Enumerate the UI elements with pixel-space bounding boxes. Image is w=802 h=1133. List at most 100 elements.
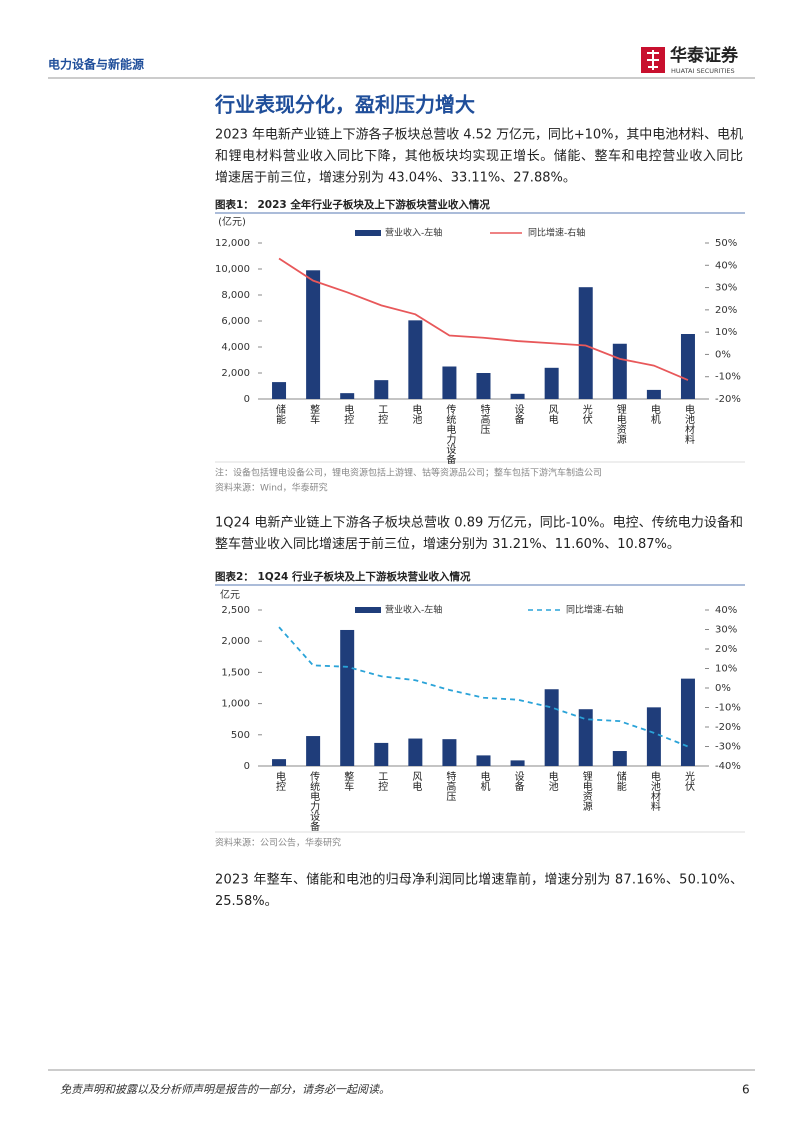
y2-tick-label: -10% <box>715 703 741 714</box>
x-tick-label: 电池材料 <box>648 770 660 812</box>
y-tick-label: 2,500 <box>221 605 250 616</box>
line-series <box>278 257 689 381</box>
y-tick-label: 2,000 <box>221 636 250 647</box>
y2-tick-label: 20% <box>715 305 737 316</box>
page-number: 6 <box>742 1083 750 1097</box>
x-tick-label: 光伏 <box>580 403 592 425</box>
x-tick-label: 设备 <box>512 404 524 425</box>
x-tick-label: 设备 <box>512 771 524 792</box>
legend-label: 营业收入-左轴 <box>385 227 442 239</box>
y2-tick-label: -40% <box>715 761 741 772</box>
y2-tick-label: 10% <box>715 327 737 338</box>
bar <box>544 367 559 399</box>
x-tick-label: 风电 <box>410 771 422 791</box>
bar <box>374 380 389 399</box>
bar <box>476 755 491 766</box>
x-tick-label: 特高压 <box>444 771 456 802</box>
logo-en: HUATAI SECURITIES <box>671 67 735 75</box>
bar <box>646 389 661 399</box>
y2-tick-label: 30% <box>715 625 737 636</box>
bar <box>408 320 423 399</box>
bar <box>510 393 525 399</box>
x-tick-label: 风电 <box>546 404 558 424</box>
paragraph-line: 2023 年整车、储能和电池的归母净利润同比增速靠前，增速分别为 87.16%、… <box>215 872 743 888</box>
y-tick-label: 12,000 <box>215 238 250 249</box>
bar <box>408 738 423 766</box>
x-tick-label: 锂电资源 <box>580 771 592 812</box>
y2-tick-label: 0% <box>715 349 731 360</box>
legend-label: 同比增速-右轴 <box>528 227 585 239</box>
bar <box>340 393 355 399</box>
bar <box>612 751 627 766</box>
bar <box>544 689 559 766</box>
y-tick-label: 500 <box>231 730 250 741</box>
x-tick-label: 锂电资源 <box>614 404 626 445</box>
y2-tick-label: 10% <box>715 664 737 675</box>
y-tick-label: 6,000 <box>221 316 250 327</box>
y2-tick-label: -20% <box>715 394 741 405</box>
x-tick-label: 特高压 <box>478 404 490 435</box>
x-tick-label: 电池材料 <box>682 403 694 445</box>
x-tick-label: 电机 <box>478 770 490 792</box>
paragraph-line: 整车营业收入同比增速居于前三位，增速分别为 31.21%、11.60%、10.8… <box>215 536 680 552</box>
y2-tick-label: 40% <box>715 260 737 271</box>
x-tick-label: 电控 <box>274 770 286 792</box>
x-tick-label: 电池 <box>410 403 422 424</box>
figure-caption: 图表2： 1Q24 行业子板块及上下游板块营业收入情况 <box>215 570 471 583</box>
y2-tick-label: 20% <box>715 644 737 655</box>
paragraph-line: 增速居于前三位，增速分别为 43.04%、33.11%、27.88%。 <box>215 170 576 186</box>
y-tick-label: 0 <box>244 394 250 405</box>
figure-note: 注：设备包括锂电设备公司，锂电资源包括上游锂、钴等资源品公司；整车包括下游汽车制… <box>215 467 602 479</box>
x-tick-label: 传统电力设备 <box>308 771 320 832</box>
y-tick-label: 4,000 <box>221 342 250 353</box>
x-tick-label: 传统电力设备 <box>444 404 456 465</box>
bar <box>680 678 695 766</box>
y2-tick-label: -20% <box>715 722 741 733</box>
x-tick-label: 整车 <box>342 770 354 792</box>
y2-tick-label: -10% <box>715 372 741 383</box>
x-tick-label: 工控 <box>376 771 388 792</box>
paragraph-line: 1Q24 电新产业链上下游各子板块总营收 0.89 万亿元，同比-10%。电控、… <box>215 515 743 531</box>
bar <box>680 334 695 399</box>
y2-tick-label: 50% <box>715 238 737 249</box>
legend-label: 营业收入-左轴 <box>385 604 442 616</box>
x-tick-label: 工控 <box>376 404 388 425</box>
bar <box>612 343 627 399</box>
x-tick-label: 电控 <box>342 403 354 425</box>
bar <box>306 270 321 399</box>
y-tick-label: 2,000 <box>221 368 250 379</box>
bar <box>510 760 525 766</box>
figure-source: 资料来源：Wind，华泰研究 <box>215 482 328 494</box>
paragraph-line: 25.58%。 <box>215 894 278 909</box>
y-tick-label: 0 <box>244 761 250 772</box>
bar <box>272 382 287 399</box>
y2-tick-label: 40% <box>715 605 737 616</box>
y-axis-label: 亿元 <box>220 588 240 601</box>
bar <box>646 707 661 766</box>
y-tick-label: 10,000 <box>215 264 250 275</box>
legend-swatch <box>355 607 381 613</box>
y2-tick-label: 30% <box>715 283 737 294</box>
y-tick-label: 8,000 <box>221 290 250 301</box>
footer-disclaimer: 免责声明和披露以及分析师声明是报告的一部分，请务必一起阅读。 <box>60 1083 390 1096</box>
bar <box>340 629 355 766</box>
bar <box>578 287 593 399</box>
y2-tick-label: 0% <box>715 683 731 694</box>
y-tick-label: 1,500 <box>221 667 250 678</box>
bar <box>578 709 593 766</box>
bar <box>442 739 457 766</box>
figure-caption: 图表1： 2023 全年行业子板块及上下游板块营业收入情况 <box>215 198 490 211</box>
x-tick-label: 整车 <box>308 403 320 425</box>
bar <box>374 742 389 766</box>
x-tick-label: 储能 <box>274 403 286 425</box>
x-tick-label: 电机 <box>648 403 660 425</box>
figure-source: 资料来源：公司公告，华泰研究 <box>215 837 341 849</box>
logo-text: 华泰证券 <box>670 45 739 66</box>
bar <box>272 759 287 766</box>
x-tick-label: 电池 <box>546 770 558 791</box>
x-tick-label: 光伏 <box>682 770 694 792</box>
bar <box>476 373 491 399</box>
bar <box>306 736 321 766</box>
paragraph-line: 和锂电材料营业收入同比下降，其他板块均实现正增长。储能、整车和电控营业收入同比 <box>215 148 743 164</box>
